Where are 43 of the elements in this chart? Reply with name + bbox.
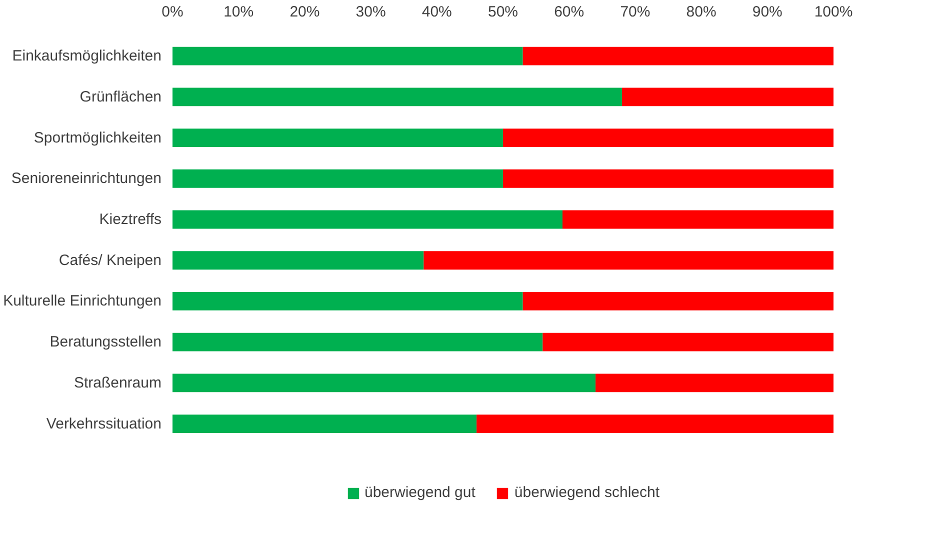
x-tick-label: 70% [620,4,650,20]
bar [424,251,834,270]
x-tick-label: 90% [752,4,782,20]
bar [622,88,834,106]
bar [522,46,834,66]
bar [476,414,834,434]
bar [172,251,424,270]
bar [542,332,834,352]
y-tick-label: Grünflächen [80,88,162,106]
y-tick-label: Verkehrssituation [46,415,162,432]
bar [172,332,543,352]
x-tick-label: 20% [290,4,320,20]
bar [172,46,523,66]
x-tick-label: 50% [488,4,518,20]
bar [172,169,503,188]
bar [596,374,834,392]
legend-label: überwiegend schlecht [514,484,660,501]
bar [522,292,834,310]
x-tick-label: 40% [422,4,452,20]
bar [503,169,834,188]
x-tick-label: 10% [224,4,254,20]
x-tick-label: 0% [162,4,184,20]
y-tick-label: Cafés/ Kneipen [58,252,162,269]
y-tick-label: Kieztreffs [99,211,162,228]
y-tick-label: Straßenraum [74,374,162,392]
bar [562,210,834,229]
x-tick-label: 30% [356,4,386,20]
bar [503,128,834,147]
bar [172,210,562,229]
y-tick-label: Senioreneinrichtungen [11,170,162,188]
x-tick-label: 100% [814,4,853,20]
legend-label: überwiegend gut [364,484,476,501]
bar [172,128,503,147]
bar [172,292,523,310]
bar [172,374,596,392]
bar [172,88,622,106]
bar [172,414,477,434]
y-tick-label: Sportmöglichkeiten [34,129,162,146]
y-tick-label: Kulturelle Einrichtungen [3,292,162,310]
y-tick-label: Beratungsstellen [50,334,162,351]
x-tick-label: 80% [686,4,716,20]
x-tick-label: 60% [554,4,584,20]
y-tick-label: Einkaufsmöglichkeiten [12,48,162,65]
